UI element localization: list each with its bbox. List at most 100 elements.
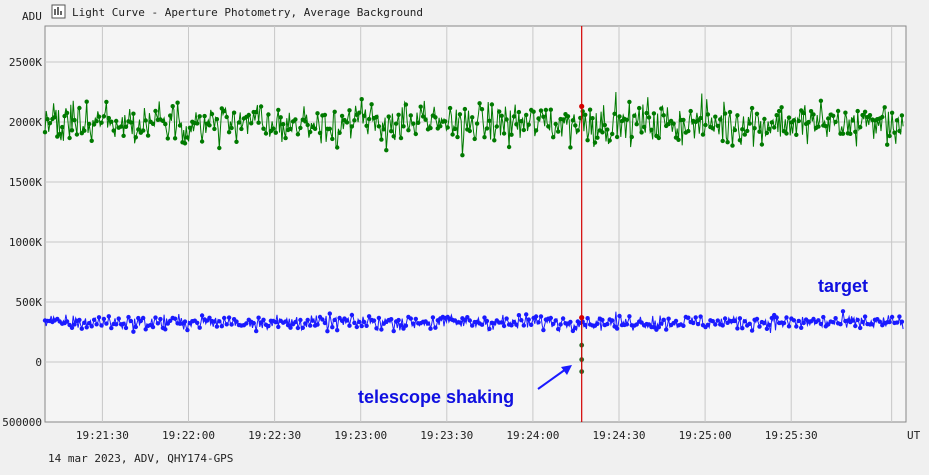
data-point xyxy=(600,130,605,135)
data-point xyxy=(376,315,382,321)
data-point xyxy=(855,108,860,114)
data-point xyxy=(818,98,824,104)
data-point xyxy=(715,318,720,323)
data-point xyxy=(222,108,227,114)
data-point xyxy=(556,326,561,332)
data-point xyxy=(133,324,138,330)
data-point xyxy=(398,135,404,141)
data-point xyxy=(430,315,436,320)
data-point xyxy=(818,321,824,327)
data-point xyxy=(867,113,873,118)
data-point xyxy=(195,121,200,126)
data-point xyxy=(801,110,806,116)
data-point xyxy=(843,110,848,115)
data-point xyxy=(722,111,728,116)
data-point xyxy=(560,316,566,321)
data-point xyxy=(705,322,711,327)
data-point xyxy=(165,136,170,141)
data-point xyxy=(519,318,524,323)
data-point xyxy=(359,97,364,102)
data-point xyxy=(506,144,512,150)
data-point xyxy=(553,121,558,127)
data-point xyxy=(749,328,755,333)
data-point xyxy=(474,121,480,126)
data-point xyxy=(833,119,838,125)
data-point xyxy=(185,327,190,333)
data-point xyxy=(681,117,686,123)
data-point xyxy=(735,326,740,331)
data-point xyxy=(457,320,463,325)
data-point xyxy=(231,110,237,115)
x-tick-label: 19:22:30 xyxy=(248,429,301,442)
data-point xyxy=(158,316,163,322)
data-point xyxy=(143,327,148,332)
data-point xyxy=(101,114,107,119)
data-point xyxy=(745,128,750,134)
data-point xyxy=(742,319,747,324)
data-point xyxy=(565,114,571,119)
data-point xyxy=(126,314,131,320)
data-point xyxy=(757,324,762,329)
data-point xyxy=(295,132,301,137)
data-point xyxy=(526,122,531,127)
data-point xyxy=(182,141,188,146)
data-point xyxy=(757,129,762,134)
y-tick-label: 1000K xyxy=(9,236,42,249)
data-point xyxy=(482,315,487,320)
data-point xyxy=(411,121,416,126)
data-point xyxy=(214,324,220,329)
data-point xyxy=(89,138,94,143)
data-point xyxy=(141,128,146,133)
data-point xyxy=(484,318,490,324)
data-point xyxy=(664,327,669,332)
data-point xyxy=(239,126,244,132)
data-point xyxy=(862,109,868,115)
x-tick-label: 19:25:00 xyxy=(679,429,732,442)
data-point xyxy=(457,112,463,117)
data-point xyxy=(349,312,355,318)
data-point xyxy=(489,102,495,107)
data-point xyxy=(862,314,868,319)
data-point xyxy=(256,120,261,125)
data-point xyxy=(428,125,433,131)
data-point xyxy=(315,111,320,116)
data-point xyxy=(661,317,666,322)
data-point xyxy=(82,128,87,133)
data-point xyxy=(396,112,401,118)
data-point xyxy=(155,321,161,326)
data-point xyxy=(747,121,752,126)
data-point xyxy=(811,316,816,322)
data-point xyxy=(460,153,465,158)
data-point xyxy=(691,320,696,326)
data-point xyxy=(236,120,242,125)
data-point xyxy=(64,110,70,116)
data-point xyxy=(136,315,141,321)
data-point xyxy=(219,324,224,329)
data-point xyxy=(217,319,222,324)
x-tick-label: 19:23:00 xyxy=(334,429,387,442)
grid xyxy=(45,26,906,422)
data-point xyxy=(698,314,703,319)
data-point xyxy=(536,116,541,121)
x-axis: 19:21:30 19:22:00 19:22:30 19:23:00 19:23:30… xyxy=(76,429,818,442)
data-point xyxy=(199,313,205,318)
data-point xyxy=(573,123,578,128)
data-point xyxy=(276,107,281,113)
data-point xyxy=(450,132,455,137)
data-point xyxy=(443,119,448,124)
data-point xyxy=(784,131,789,136)
data-point xyxy=(141,315,146,321)
y-tick-label: 500000 xyxy=(2,416,42,429)
data-point xyxy=(362,113,367,119)
data-point xyxy=(224,322,229,327)
data-point xyxy=(776,108,782,114)
data-point xyxy=(767,322,772,328)
data-point xyxy=(600,317,605,323)
data-point xyxy=(858,125,863,130)
data-point xyxy=(447,105,453,111)
data-point xyxy=(605,127,610,132)
data-point xyxy=(482,135,487,140)
data-point xyxy=(308,129,313,135)
data-point xyxy=(823,124,828,129)
data-point xyxy=(531,109,536,114)
